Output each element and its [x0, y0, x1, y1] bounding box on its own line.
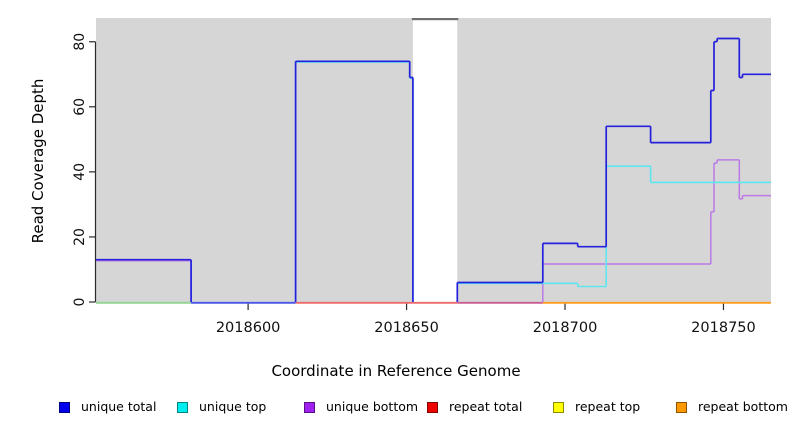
legend-label: unique total — [81, 399, 157, 414]
legend-label: repeat bottom — [698, 399, 788, 414]
legend-label: repeat top — [575, 399, 641, 414]
legend-swatch-icon — [676, 401, 687, 413]
x-tick-label: 2018700 — [533, 320, 598, 336]
legend-item-unique-bottom: unique bottom — [304, 399, 418, 415]
legend-swatch-icon — [553, 401, 564, 413]
series-unique-total — [96, 37, 771, 302]
x-axis-title: Coordinate in Reference Genome — [271, 362, 521, 380]
legend-swatch-icon — [427, 401, 438, 413]
y-axis-title: Read Coverage Depth — [29, 78, 47, 244]
legend-swatch-icon — [177, 401, 188, 413]
y-tick-label: 20 — [72, 228, 88, 246]
legend-item-unique-top: unique top — [177, 399, 266, 415]
legend-item-repeat-total: repeat total — [427, 399, 522, 415]
legend-item-repeat-top: repeat top — [553, 399, 640, 415]
y-tick-label: 80 — [72, 33, 88, 51]
legend-swatch-icon — [304, 401, 315, 413]
legend-item-unique-total: unique total — [59, 399, 156, 415]
y-tick-label: 40 — [72, 163, 88, 181]
legend-swatch-icon — [59, 401, 70, 413]
legend-label: unique top — [199, 399, 267, 414]
legend-label: repeat total — [449, 399, 523, 414]
y-tick-label: 0 — [72, 298, 88, 307]
x-tick-label: 2018650 — [374, 320, 439, 336]
x-tick-label: 2018750 — [691, 320, 756, 336]
y-tick-label: 60 — [72, 98, 88, 116]
masked-region — [412, 18, 458, 302]
legend-item-repeat-bottom: repeat bottom — [676, 399, 788, 415]
legend: unique total unique top unique bottom repea… — [0, 399, 792, 419]
legend-label: unique bottom — [326, 399, 419, 414]
x-tick-label: 2018600 — [216, 320, 281, 336]
clipped-line-marker — [411, 18, 459, 21]
